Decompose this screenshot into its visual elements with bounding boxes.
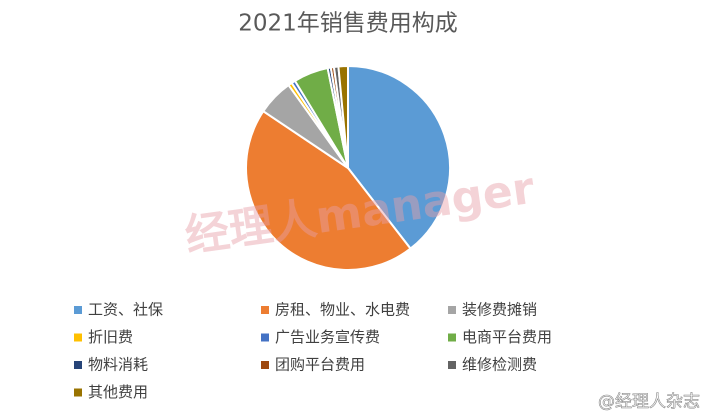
chart-title: 2021年销售费用构成 — [238, 11, 458, 37]
source: @经理人杂志 — [598, 392, 700, 412]
legend-swatch — [261, 361, 269, 369]
legend-label: 其他费用 — [88, 383, 148, 401]
legend-swatch — [74, 333, 82, 342]
legend-label: 工资、社保 — [88, 301, 163, 319]
legend-swatch — [448, 361, 456, 369]
legend-label: 装修费摊销 — [462, 301, 537, 319]
pie-slice — [245, 109, 412, 271]
legend-swatch — [448, 333, 456, 342]
pie-slice — [347, 64, 451, 251]
legend-label: 折旧费 — [88, 328, 133, 346]
legend-label: 广告业务宣传费 — [275, 328, 380, 346]
legend-label: 团购平台费用 — [275, 356, 365, 374]
legend-swatch — [261, 333, 269, 342]
legend-swatch — [74, 388, 82, 397]
legend-label: 电商平台费用 — [462, 328, 552, 346]
pie — [245, 64, 451, 271]
legend-swatch — [74, 306, 82, 314]
legend-swatch — [74, 361, 82, 369]
legend-swatch — [448, 306, 456, 314]
pie-slice — [337, 64, 349, 169]
legend-label: 维修检测费 — [462, 356, 537, 374]
legend-label: 物料消耗 — [88, 356, 148, 374]
legend-swatch — [261, 306, 269, 314]
legend-label: 房租、物业、水电费 — [275, 301, 410, 319]
